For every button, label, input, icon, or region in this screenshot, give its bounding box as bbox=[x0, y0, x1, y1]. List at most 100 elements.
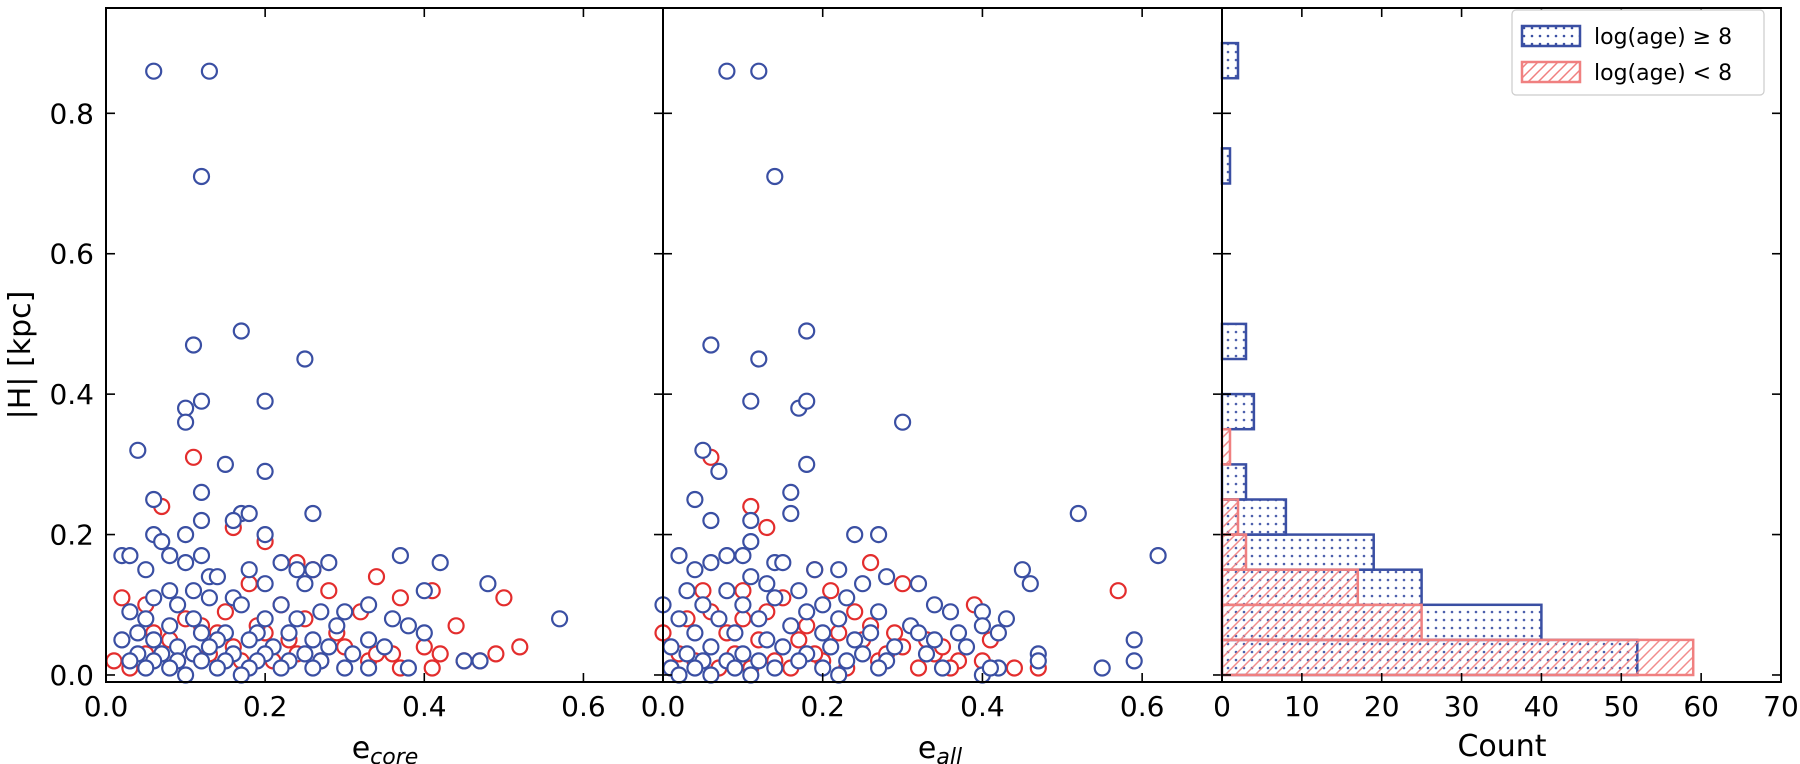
scatter-point-old bbox=[790, 582, 808, 600]
scatter-point-old bbox=[121, 546, 139, 565]
scatter-point-old bbox=[838, 589, 856, 607]
hist-bar-young bbox=[1220, 498, 1240, 536]
x-tick-label: 20 bbox=[1364, 690, 1400, 723]
scatter-point-young bbox=[113, 589, 131, 607]
scatter-point-old bbox=[153, 532, 171, 551]
x-axis-label-ecore-sub: core bbox=[370, 745, 418, 764]
scatter-point-old bbox=[208, 568, 226, 586]
scatter-point-old bbox=[702, 666, 720, 684]
scatter-point-old bbox=[742, 666, 760, 684]
x-tick-label: 30 bbox=[1444, 690, 1480, 723]
scatter-point-old bbox=[686, 659, 704, 677]
scatter-point-old bbox=[137, 659, 155, 677]
scatter-point-old bbox=[177, 413, 195, 431]
scatter-point-old bbox=[391, 546, 409, 565]
scatter-point-old bbox=[256, 392, 274, 410]
x-tick-label: 0.6 bbox=[1120, 690, 1165, 723]
legend-swatch-old bbox=[1520, 24, 1582, 48]
scatter-point-old bbox=[232, 322, 250, 340]
hist-bar-old bbox=[1220, 147, 1232, 185]
scatter-point-old bbox=[869, 603, 888, 621]
scatter-point-young bbox=[105, 652, 123, 670]
scatter-point-old bbox=[208, 659, 226, 677]
y-tick-label: 0.4 bbox=[49, 378, 94, 411]
scatter-point-old bbox=[949, 624, 968, 642]
scatter-point-old bbox=[161, 546, 179, 565]
scatter-point-old bbox=[734, 596, 752, 614]
scatter-point-old bbox=[893, 413, 912, 431]
hist-bar-young bbox=[1220, 533, 1248, 571]
scatter-point-old bbox=[798, 322, 816, 340]
scatter-point-old bbox=[1125, 631, 1143, 649]
scatter-point-old bbox=[718, 546, 736, 565]
scatter-point-young bbox=[447, 617, 465, 635]
scatter-point-old bbox=[304, 659, 322, 677]
scatter-point-old bbox=[1029, 652, 1047, 670]
scatter-point-old bbox=[869, 525, 888, 544]
scatter-point-old bbox=[161, 659, 179, 677]
legend-label-young: log(age) < 8 bbox=[1594, 61, 1732, 86]
scatter-point-old bbox=[288, 610, 306, 628]
scatter-point-old bbox=[192, 624, 211, 642]
scatter-point-old bbox=[320, 553, 338, 572]
scatter-point-young bbox=[822, 582, 840, 600]
scatter-point-old bbox=[1069, 504, 1087, 523]
scatter-point-old bbox=[830, 610, 848, 628]
x-axis-label-eall-main: e bbox=[918, 731, 936, 764]
scatter-point-old bbox=[798, 392, 816, 410]
y-tick-label: 0.6 bbox=[49, 238, 94, 271]
hist-bar-young bbox=[1220, 428, 1232, 466]
scatter-point-old bbox=[415, 582, 433, 600]
scatter-point-old bbox=[328, 617, 346, 635]
scatter-point-young bbox=[734, 610, 752, 628]
scatter-point-old bbox=[917, 645, 936, 663]
scatter-point-old bbox=[1021, 575, 1039, 593]
scatter-point-old bbox=[909, 624, 928, 642]
scatter-point-old bbox=[288, 561, 306, 579]
scatter-point-old bbox=[861, 624, 880, 642]
scatter-point-young bbox=[415, 638, 433, 656]
x-axis-label-count: Count bbox=[1457, 729, 1546, 764]
scatter-point-old bbox=[846, 631, 864, 649]
scatter-point-old bbox=[702, 511, 720, 530]
x-tick-label: 0.2 bbox=[800, 690, 845, 723]
scatter-point-young bbox=[431, 645, 449, 663]
scatter-point-old bbox=[192, 167, 211, 186]
scatter-point-old bbox=[662, 638, 680, 656]
x-tick-label: 40 bbox=[1524, 690, 1560, 723]
scatter-point-old bbox=[200, 589, 218, 607]
scatter-point-old bbox=[702, 553, 720, 572]
scatter-point-old bbox=[336, 603, 354, 621]
scatter-point-old bbox=[782, 504, 800, 523]
scatter-point-old bbox=[137, 610, 155, 628]
scatter-point-old bbox=[774, 553, 792, 572]
scatter-point-old bbox=[670, 546, 688, 565]
x-tick-label: 70 bbox=[1763, 690, 1799, 723]
scatter-point-old bbox=[782, 483, 800, 501]
legend-label-old: log(age) ≥ 8 bbox=[1594, 25, 1732, 50]
panel-frame bbox=[1221, 7, 1782, 683]
scatter-point-old bbox=[869, 659, 888, 677]
scatter-point-old bbox=[192, 483, 211, 501]
scatter-point-young bbox=[885, 624, 904, 642]
x-tick-label: 50 bbox=[1603, 690, 1639, 723]
scatter-point-old bbox=[296, 350, 314, 368]
scatter-point-young bbox=[487, 645, 505, 663]
scatter-point-young bbox=[216, 603, 234, 621]
scatter-point-young bbox=[1005, 659, 1024, 677]
scatter-point-old bbox=[678, 645, 696, 663]
scatter-point-old bbox=[304, 631, 322, 649]
scatter-point-old bbox=[885, 638, 904, 656]
x-tick-label: 0.0 bbox=[84, 690, 129, 723]
scatter-point-old bbox=[822, 638, 840, 656]
scatter-point-old bbox=[192, 652, 211, 670]
scatter-point-old bbox=[981, 659, 1000, 677]
scatter-point-old bbox=[742, 392, 760, 410]
scatter-point-old bbox=[750, 610, 768, 628]
scatter-point-old bbox=[471, 652, 489, 670]
scatter-point-old bbox=[169, 638, 187, 656]
scatter-point-old bbox=[272, 553, 290, 572]
scatter-point-young bbox=[320, 582, 338, 600]
scatter-point-old bbox=[814, 624, 832, 642]
scatter-point-old bbox=[161, 617, 179, 635]
